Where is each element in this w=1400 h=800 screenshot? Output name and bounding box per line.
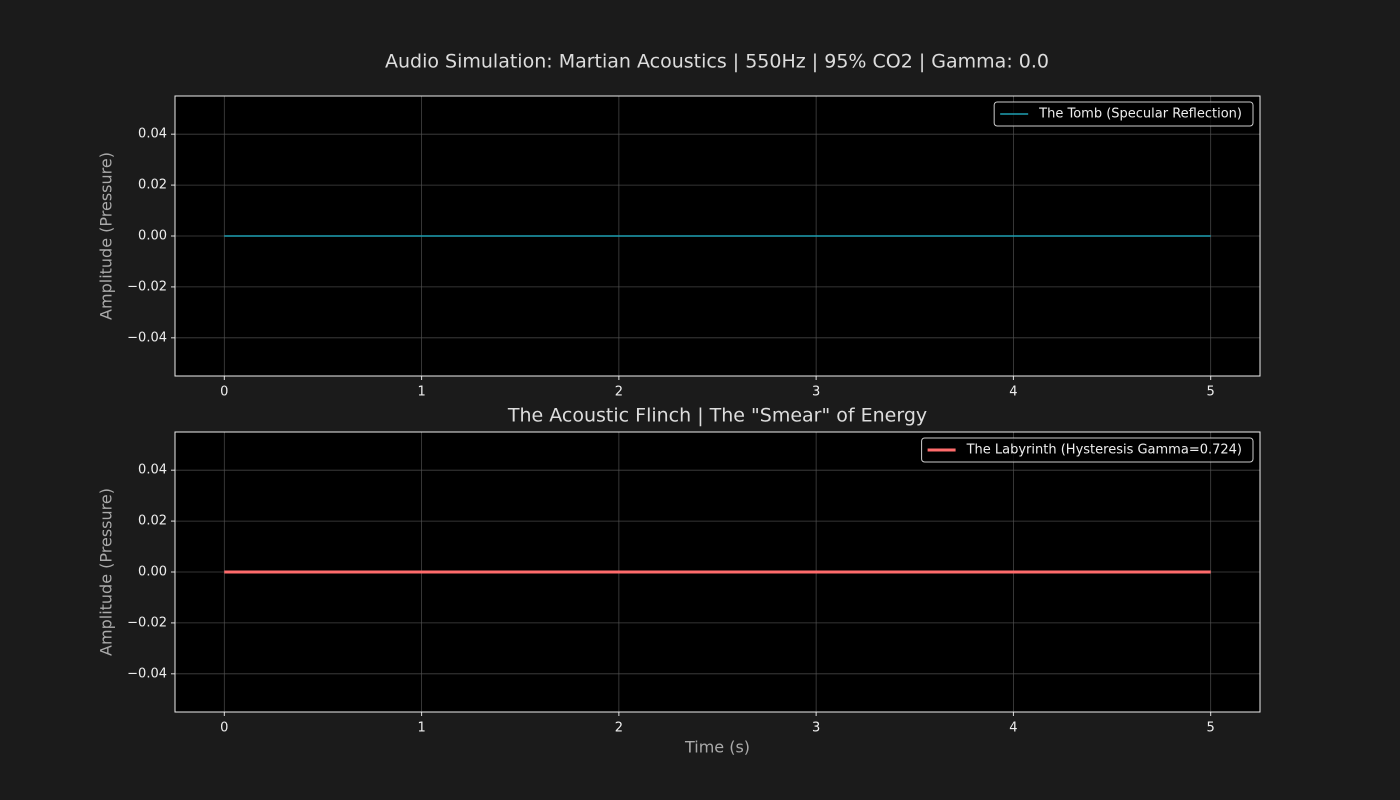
- x-tick-label: 3: [812, 385, 820, 400]
- x-tick-label: 0: [220, 721, 228, 736]
- legend: The Labyrinth (Hysteresis Gamma=0.724): [921, 437, 1254, 463]
- axes-title: The Acoustic Flinch | The "Smear" of Ene…: [507, 405, 927, 427]
- legend-box: [993, 101, 1254, 127]
- axes-frame: [174, 95, 1261, 377]
- axes-frame: [174, 431, 1261, 713]
- x-tick-label: 2: [615, 385, 623, 400]
- y-axis-label: Amplitude (Pressure): [97, 152, 116, 320]
- x-tick-label: 3: [812, 721, 820, 736]
- y-tick-label: −0.04: [127, 330, 167, 345]
- y-axis-label: Amplitude (Pressure): [97, 488, 116, 656]
- figure-title: Audio Simulation: Martian Acoustics | 55…: [385, 51, 1049, 73]
- legend-box: [921, 437, 1254, 463]
- y-tick-label: −0.02: [127, 279, 167, 294]
- legend: The Tomb (Specular Reflection): [993, 101, 1254, 127]
- x-tick-label: 5: [1207, 721, 1215, 736]
- y-tick-label: 0.00: [138, 229, 167, 244]
- x-tick-label: 2: [615, 721, 623, 736]
- y-tick-label: 0.02: [138, 178, 167, 193]
- legend-label: The Tomb (Specular Reflection): [1038, 107, 1242, 122]
- x-tick-label: 4: [1009, 721, 1017, 736]
- x-tick-label: 4: [1009, 385, 1017, 400]
- x-tick-label: 1: [417, 721, 425, 736]
- x-tick-label: 0: [220, 385, 228, 400]
- legend-label: The Labyrinth (Hysteresis Gamma=0.724): [966, 443, 1242, 458]
- y-tick-label: 0.02: [138, 514, 167, 529]
- x-tick-label: 1: [417, 385, 425, 400]
- y-tick-label: 0.04: [138, 463, 167, 478]
- y-tick-label: −0.02: [127, 615, 167, 630]
- x-tick-label: 5: [1207, 385, 1215, 400]
- y-tick-label: −0.04: [127, 666, 167, 681]
- y-tick-label: 0.04: [138, 127, 167, 142]
- x-axis-label: Time (s): [684, 738, 750, 757]
- y-tick-label: 0.00: [138, 565, 167, 580]
